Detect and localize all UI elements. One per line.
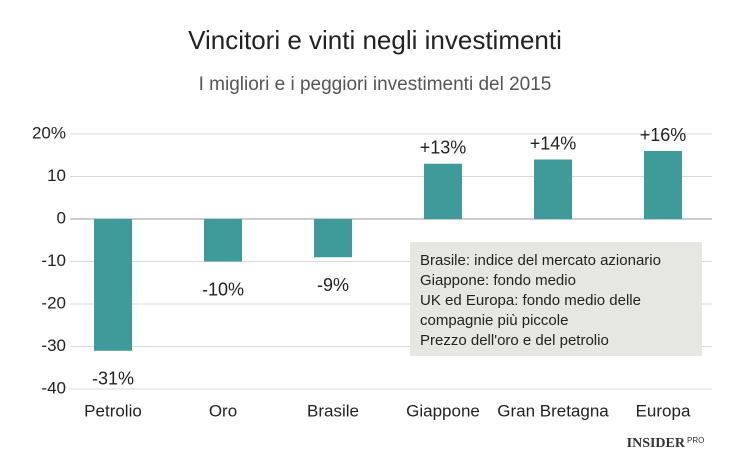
x-tick-label: Petrolio xyxy=(84,401,142,420)
x-tick-label: Brasile xyxy=(307,401,359,420)
y-tick-label: -40 xyxy=(41,378,66,397)
chart-title: Vincitori e vinti negli investimenti xyxy=(188,25,562,55)
value-label: +13% xyxy=(420,138,467,158)
chart-subtitle: I migliori e i peggiori investimenti del… xyxy=(199,74,552,95)
x-tick-label: Giappone xyxy=(406,401,480,420)
bar xyxy=(644,151,682,219)
y-tick-label: -30 xyxy=(41,336,66,355)
note-line: Brasile: indice del mercato azionario xyxy=(420,252,661,269)
note-line: Prezzo dell'oro e del petrolio xyxy=(420,332,609,349)
note-box xyxy=(410,242,702,356)
value-label: +16% xyxy=(640,125,687,145)
y-tick-label: 0 xyxy=(57,208,66,227)
bar xyxy=(314,219,352,258)
note-line: UK ed Europa: fondo medio delle xyxy=(420,292,641,309)
plot: 20% 10 0 -10 -20 -30 -40 Petrolio -31% Oro -10% Bra… xyxy=(32,123,712,420)
bar xyxy=(204,219,242,262)
y-tick-label: -20 xyxy=(41,293,66,312)
y-tick-label: -10 xyxy=(41,251,66,270)
note-line: compagnie più piccole xyxy=(420,312,568,329)
y-tick-label: 10 xyxy=(47,166,66,185)
bar xyxy=(94,219,132,351)
bar xyxy=(534,159,572,219)
logo-suffix: PRO xyxy=(687,436,704,445)
x-tick-label: Gran Bretagna xyxy=(497,401,609,420)
value-label: -10% xyxy=(202,279,244,299)
y-tick-label: 20% xyxy=(32,123,66,142)
notes: Brasile: indice del mercato azionario Gia… xyxy=(420,252,661,349)
value-label: +14% xyxy=(530,133,577,153)
value-label: -31% xyxy=(92,369,134,389)
note-line: Giappone: fondo medio xyxy=(420,272,576,289)
logo: INSIDER xyxy=(627,436,686,451)
x-tick-label: Europa xyxy=(636,401,691,420)
value-label: -9% xyxy=(317,275,349,295)
bar xyxy=(424,163,462,219)
x-tick-label: Oro xyxy=(209,401,237,420)
